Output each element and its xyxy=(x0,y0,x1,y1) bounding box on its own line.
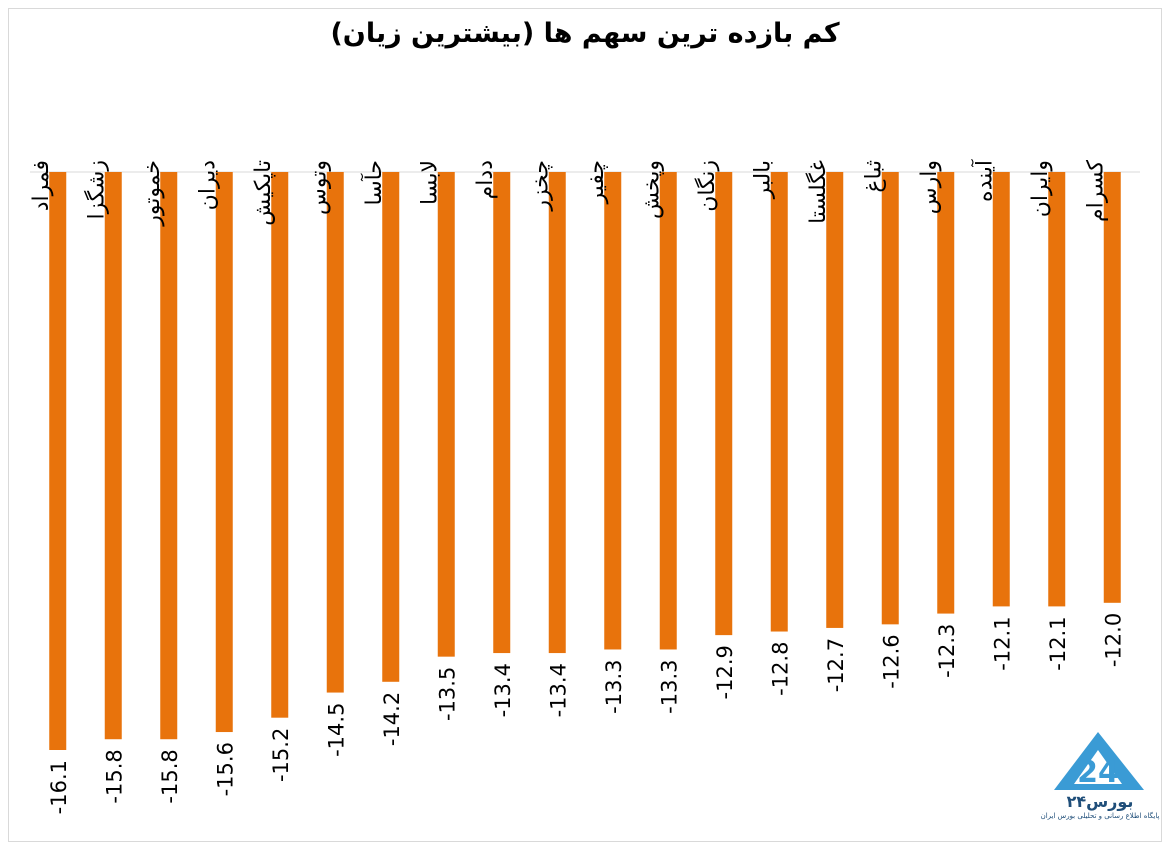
bar xyxy=(548,172,566,654)
category-label: چخزر xyxy=(528,160,553,212)
data-label: -12.1 xyxy=(990,616,1014,670)
data-label: -15.2 xyxy=(269,728,293,782)
category-label: غگلستا xyxy=(805,160,831,224)
bar xyxy=(881,172,899,625)
data-label: -12.1 xyxy=(1046,616,1070,670)
category-label: تاپکیش xyxy=(251,160,276,226)
bar xyxy=(160,172,178,740)
category-label: وایران xyxy=(1028,160,1053,217)
bar xyxy=(659,172,677,650)
data-label: -13.3 xyxy=(657,659,681,713)
bar xyxy=(826,172,844,628)
data-label: -12.7 xyxy=(824,638,848,692)
data-label: -13.4 xyxy=(546,663,570,717)
bar xyxy=(382,172,400,682)
category-label: وتوس xyxy=(306,160,331,215)
bar xyxy=(271,172,289,718)
logo-tagline: پایگاه اطلاع رسانی و تحلیلی بورس ایران xyxy=(1040,812,1160,820)
category-label: زشگزا xyxy=(83,160,109,219)
bar xyxy=(715,172,733,636)
category-label: ددام xyxy=(473,160,498,199)
data-label: -12.8 xyxy=(768,642,792,696)
category-label: کسرام xyxy=(1083,159,1108,221)
category-label: حآسا xyxy=(360,160,387,205)
bar xyxy=(604,172,622,650)
data-label: -13.3 xyxy=(602,659,626,713)
category-label: وپخش xyxy=(639,160,664,219)
bar xyxy=(770,172,788,632)
data-label: -15.6 xyxy=(213,742,237,796)
category-label: بالبر xyxy=(750,160,775,199)
category-label: وارس xyxy=(917,160,942,214)
data-label: -13.5 xyxy=(435,667,459,721)
category-label: زنگان xyxy=(694,160,720,212)
data-label: -14.5 xyxy=(324,703,348,757)
category-label: لابسا xyxy=(417,160,442,205)
bar xyxy=(937,172,955,614)
data-label: -15.8 xyxy=(158,749,182,803)
data-label: -14.2 xyxy=(380,692,404,746)
category-label: دیران xyxy=(195,160,220,210)
data-label: -13.4 xyxy=(491,663,515,717)
bar xyxy=(493,172,511,654)
bar xyxy=(215,172,233,733)
bar xyxy=(104,172,122,740)
bar xyxy=(992,172,1010,607)
data-label: -16.1 xyxy=(47,760,71,814)
logo-name: بورس۲۴ xyxy=(1066,792,1134,811)
bar xyxy=(326,172,344,693)
data-label: -12.6 xyxy=(879,634,903,688)
data-label: -15.8 xyxy=(102,749,126,803)
chart-frame xyxy=(8,8,1162,842)
data-label: -12.9 xyxy=(713,645,737,699)
category-label: فمراد xyxy=(29,160,54,211)
data-label: -12.3 xyxy=(935,624,959,678)
bar xyxy=(1048,172,1066,607)
category-label: آینده xyxy=(970,159,997,202)
category-label: ثباغ xyxy=(861,160,886,193)
svg-text:24: 24 xyxy=(1077,755,1119,790)
chart-title: کم بازده ترین سهم ها (بیشترین زیان) xyxy=(330,18,840,49)
category-label: خموتور xyxy=(140,160,165,227)
bar xyxy=(49,172,67,750)
category-label: چفیر xyxy=(584,160,609,205)
borse24-logo-icon: 24 xyxy=(1054,732,1144,790)
bar xyxy=(1103,172,1121,603)
data-label: -12.0 xyxy=(1101,613,1125,667)
bar xyxy=(437,172,455,657)
